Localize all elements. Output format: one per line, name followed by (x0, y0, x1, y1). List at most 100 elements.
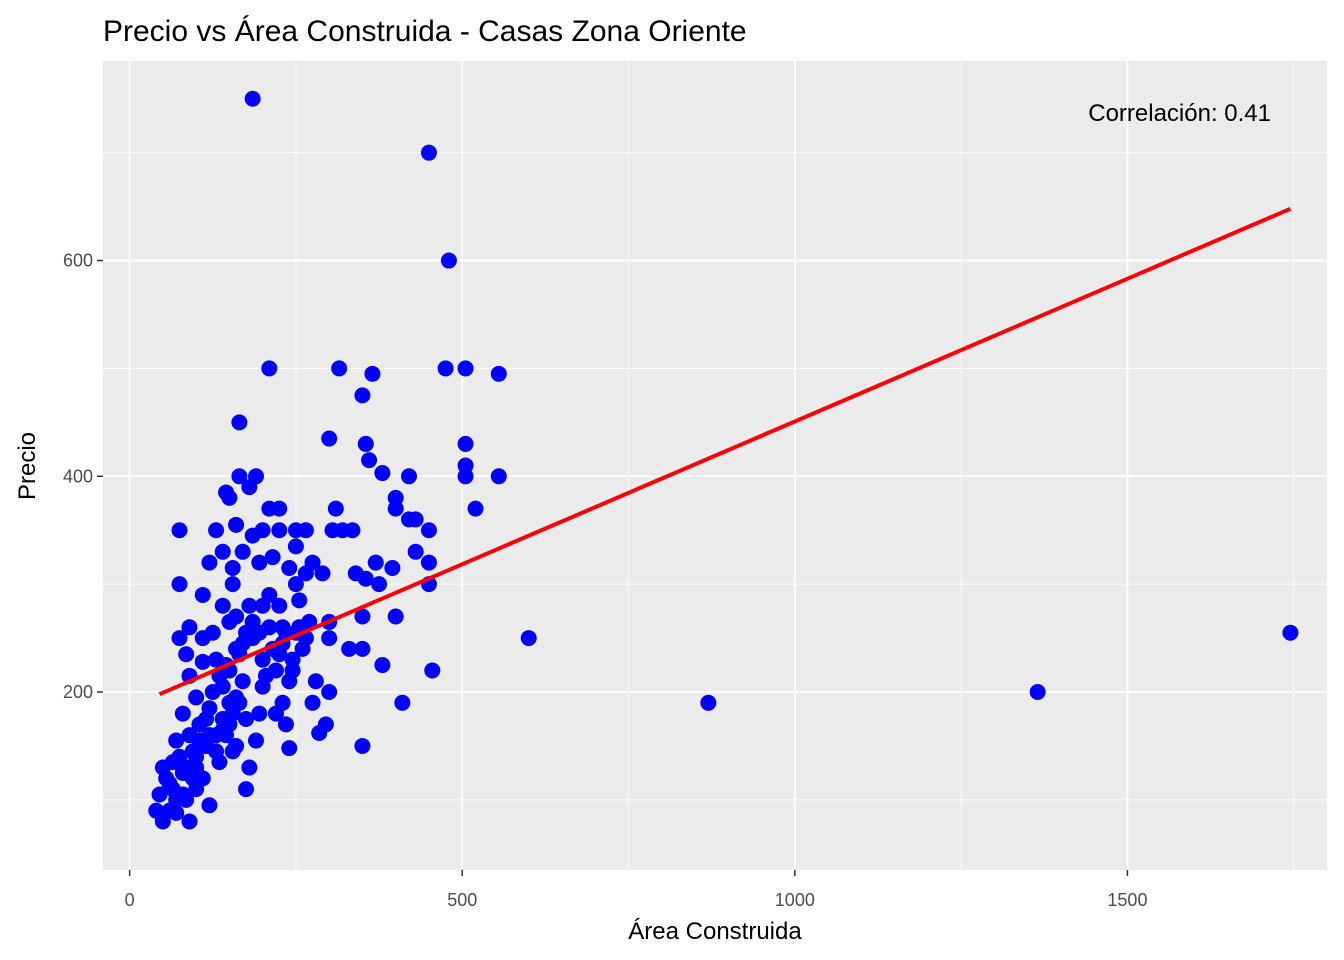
data-point (311, 725, 328, 742)
data-point (354, 608, 371, 625)
data-point (424, 662, 441, 679)
data-point (457, 360, 474, 377)
data-points (148, 90, 1299, 830)
data-point (1282, 624, 1299, 641)
data-point (208, 522, 225, 539)
y-tick-label: 200 (63, 682, 93, 702)
data-point (181, 619, 198, 636)
data-point (261, 360, 278, 377)
data-point (367, 554, 384, 571)
data-point (374, 657, 391, 674)
data-point (204, 684, 221, 701)
data-point (228, 516, 245, 533)
data-point (254, 597, 271, 614)
data-point (321, 430, 338, 447)
data-point (357, 570, 374, 587)
data-point (171, 630, 188, 647)
data-point (321, 684, 338, 701)
data-point (700, 694, 717, 711)
data-point (354, 737, 371, 754)
x-tick-label: 1500 (1107, 890, 1147, 910)
y-axis-title: Precio (14, 432, 41, 500)
data-point (467, 500, 484, 517)
data-point (354, 640, 371, 657)
data-point (267, 705, 284, 722)
data-point (244, 90, 261, 107)
data-point (490, 468, 507, 485)
regression-line (158, 206, 1292, 697)
data-point (307, 673, 324, 690)
data-point (208, 743, 225, 760)
data-point (287, 576, 304, 593)
y-axis: 200 400 600 (63, 251, 103, 702)
x-tick-label: 0 (125, 890, 135, 910)
data-point (224, 576, 241, 593)
data-point (154, 813, 171, 830)
data-point (251, 624, 268, 641)
data-point (241, 479, 258, 496)
data-point (407, 511, 424, 528)
data-point (181, 813, 198, 830)
data-point (277, 716, 294, 733)
data-point (420, 522, 437, 539)
data-point (188, 689, 205, 706)
data-point (241, 759, 258, 776)
data-point (271, 646, 288, 663)
data-point (284, 662, 301, 679)
data-point (394, 694, 411, 711)
data-point (520, 630, 537, 647)
y-tick-label: 600 (63, 251, 93, 271)
data-point (194, 653, 211, 670)
data-point (198, 710, 215, 727)
data-point (314, 565, 331, 582)
data-point (251, 554, 268, 571)
data-point (174, 786, 191, 803)
data-point (281, 559, 298, 576)
data-point (271, 500, 288, 517)
data-point (234, 673, 251, 690)
data-point (297, 565, 314, 582)
data-point (221, 716, 238, 733)
data-point (251, 705, 268, 722)
data-point (364, 365, 381, 382)
data-point (271, 597, 288, 614)
data-point (254, 651, 271, 668)
data-point (374, 465, 391, 482)
data-point (297, 522, 314, 539)
x-axis-title: Área Construida (628, 918, 802, 945)
data-point (331, 360, 348, 377)
x-tick-label: 1000 (775, 890, 815, 910)
data-point (490, 365, 507, 382)
data-point (304, 694, 321, 711)
data-point (231, 694, 248, 711)
regression-layer (158, 206, 1292, 697)
data-point (201, 797, 218, 814)
data-point (291, 592, 308, 609)
data-point (238, 710, 255, 727)
data-point (371, 576, 388, 593)
grid-minor (103, 61, 1327, 870)
data-point (257, 667, 274, 684)
data-point (437, 360, 454, 377)
data-point (194, 630, 211, 647)
data-point (384, 559, 401, 576)
y-tick-label: 400 (63, 466, 93, 486)
data-point (344, 522, 361, 539)
data-point (188, 759, 205, 776)
data-point (231, 414, 248, 431)
data-point (294, 640, 311, 657)
data-point (281, 740, 298, 757)
data-point (401, 468, 417, 485)
correlation-annotation: Correlación: 0.41 (1088, 100, 1271, 127)
data-point (151, 786, 168, 803)
data-point (171, 576, 188, 593)
data-point (457, 435, 474, 452)
data-point (248, 732, 264, 749)
data-point (420, 144, 437, 161)
data-point (264, 549, 281, 566)
data-point (341, 640, 358, 657)
data-point (221, 613, 238, 630)
x-tick-label: 500 (447, 890, 477, 910)
data-point (407, 543, 424, 560)
data-point (194, 586, 211, 603)
